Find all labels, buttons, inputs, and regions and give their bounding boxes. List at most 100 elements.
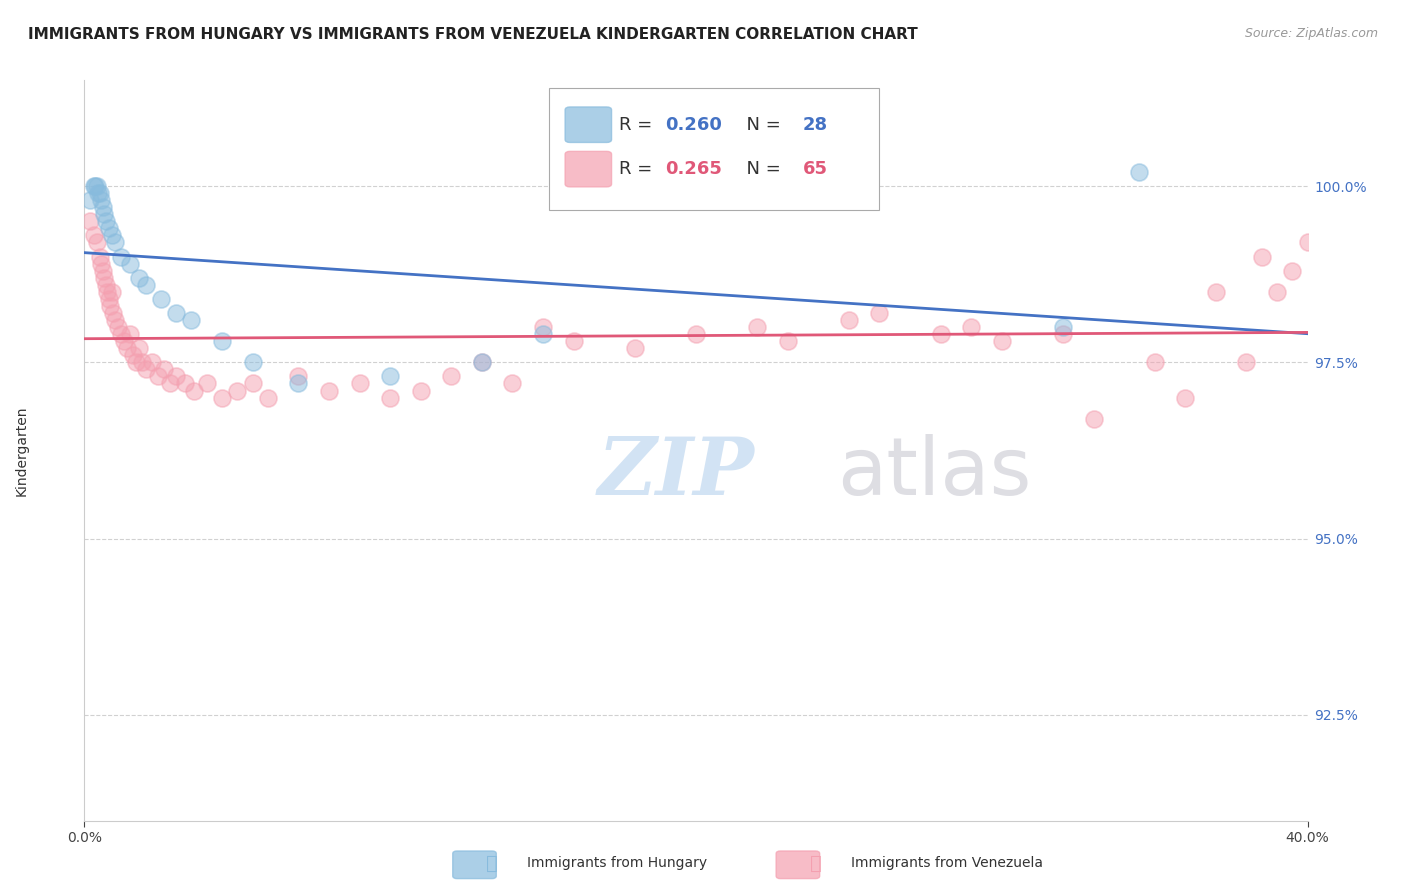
Point <box>110 250 132 264</box>
Point <box>287 369 309 384</box>
Point <box>960 320 983 334</box>
Point <box>107 320 129 334</box>
Point <box>87 186 110 200</box>
Point <box>120 257 142 271</box>
Point <box>153 362 176 376</box>
Point <box>1236 355 1258 369</box>
Point <box>94 214 117 228</box>
Text: ⬜: ⬜ <box>810 854 821 873</box>
Point <box>122 348 145 362</box>
Point <box>149 292 172 306</box>
Point <box>89 250 111 264</box>
Point <box>869 306 891 320</box>
Point <box>86 179 108 194</box>
Point <box>83 179 105 194</box>
Point <box>94 277 117 292</box>
Point <box>1143 355 1166 369</box>
Point <box>90 257 112 271</box>
Point <box>929 327 952 342</box>
Text: ZIP: ZIP <box>598 434 755 511</box>
Text: 0.265: 0.265 <box>665 161 723 178</box>
Point <box>531 320 554 334</box>
Point <box>135 362 157 376</box>
Point <box>242 376 264 391</box>
Point <box>141 355 163 369</box>
Point <box>1128 165 1150 179</box>
Point <box>97 221 120 235</box>
Point <box>79 193 101 207</box>
Point <box>96 285 118 299</box>
Point <box>562 334 585 348</box>
Point <box>380 369 402 384</box>
Point <box>101 285 124 299</box>
Point <box>84 179 107 194</box>
Point <box>1265 285 1288 299</box>
Point <box>110 327 132 342</box>
Point <box>1205 285 1227 299</box>
Point <box>103 306 125 320</box>
Point <box>349 376 371 391</box>
Point <box>98 299 121 313</box>
Point <box>747 320 769 334</box>
Text: 0.260: 0.260 <box>665 116 723 134</box>
Point <box>135 277 157 292</box>
Point <box>93 207 115 221</box>
Point <box>159 376 181 391</box>
Point <box>90 193 112 207</box>
Point <box>89 186 111 200</box>
Text: R =: R = <box>619 161 658 178</box>
Point <box>86 235 108 250</box>
Point <box>128 341 150 355</box>
Y-axis label: Kindergarten: Kindergarten <box>15 405 28 496</box>
Point <box>1083 411 1105 425</box>
Point <box>91 200 114 214</box>
Text: ⬜: ⬜ <box>486 854 498 873</box>
Point <box>287 376 309 391</box>
Point <box>146 369 169 384</box>
Point <box>165 369 187 384</box>
Point <box>91 263 114 277</box>
Point <box>1281 263 1303 277</box>
Point <box>1296 235 1319 250</box>
Point <box>83 228 105 243</box>
Text: Immigrants from Hungary: Immigrants from Hungary <box>527 856 707 871</box>
Point <box>409 384 432 398</box>
Point <box>226 384 249 398</box>
Point <box>183 384 205 398</box>
Point <box>440 369 463 384</box>
Point <box>1052 327 1074 342</box>
Point <box>1174 391 1197 405</box>
Point <box>211 391 233 405</box>
Text: 65: 65 <box>803 161 827 178</box>
Text: Source: ZipAtlas.com: Source: ZipAtlas.com <box>1244 27 1378 40</box>
Point <box>104 313 127 327</box>
Point <box>257 391 280 405</box>
Point <box>112 334 135 348</box>
Point <box>531 327 554 342</box>
Point <box>502 376 524 391</box>
Point <box>624 341 647 355</box>
Point <box>97 292 120 306</box>
Point <box>685 327 707 342</box>
Point <box>128 270 150 285</box>
Point <box>115 341 138 355</box>
Point <box>120 327 142 342</box>
Point <box>471 355 494 369</box>
FancyBboxPatch shape <box>565 152 612 187</box>
Point <box>318 384 340 398</box>
Point <box>211 334 233 348</box>
Point <box>838 313 860 327</box>
Point <box>180 313 202 327</box>
Point <box>104 235 127 250</box>
Text: Immigrants from Venezuela: Immigrants from Venezuela <box>851 856 1043 871</box>
Point <box>242 355 264 369</box>
Point <box>1052 320 1074 334</box>
Text: R =: R = <box>619 116 658 134</box>
Point <box>380 391 402 405</box>
Point <box>1250 250 1272 264</box>
Text: 28: 28 <box>803 116 828 134</box>
Point <box>165 306 187 320</box>
Text: N =: N = <box>735 161 786 178</box>
Point <box>174 376 197 391</box>
Text: atlas: atlas <box>837 434 1031 512</box>
